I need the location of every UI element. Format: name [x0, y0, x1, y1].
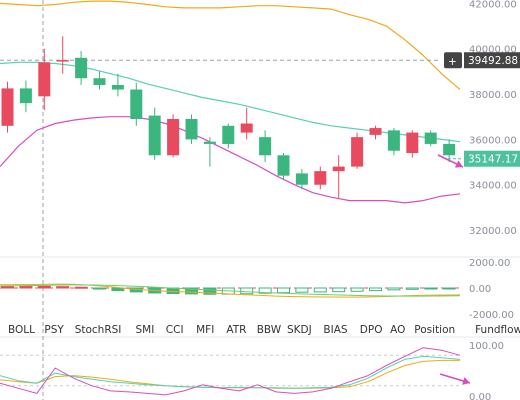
indicator-tab-psy[interactable]: PSY	[44, 324, 64, 336]
trend-arrow-kdj-head	[462, 377, 470, 385]
candle-body	[222, 125, 235, 144]
kdj-k-line	[0, 355, 461, 389]
candle-body	[1, 88, 14, 126]
kdj-y-tick-label: 100.00	[469, 341, 504, 352]
macd-histogram-bar	[56, 286, 70, 289]
macd-dea-line	[0, 284, 461, 297]
candle-body	[406, 132, 419, 153]
candle-body	[203, 141, 216, 144]
macd-histogram-bar	[1, 285, 14, 289]
crosshair-price-tag	[464, 52, 520, 69]
candle-body	[75, 57, 88, 79]
candle-body	[56, 60, 69, 62]
kdj-d-line	[0, 359, 460, 389]
candle-body	[369, 128, 382, 135]
candle-body	[130, 89, 143, 119]
add-alert-plus-icon[interactable]: +	[448, 56, 457, 68]
main-y-tick-label: 42000.00	[469, 0, 517, 10]
add-alert-button[interactable]	[444, 52, 462, 69]
crosshair-price-label: 39492.88	[468, 55, 518, 67]
main-y-tick-label: 38000.00	[469, 90, 517, 101]
indicator-tab-fundflow[interactable]: Fundflow	[475, 324, 520, 336]
candle-body	[351, 137, 364, 167]
macd-histogram-bar	[203, 287, 217, 295]
candle-body	[148, 115, 161, 156]
macd-y-tick-label: -2000.00	[469, 310, 514, 321]
indicator-tab-boll[interactable]: BOLL	[8, 324, 35, 336]
main-y-tick-label: 32000.00	[469, 226, 517, 237]
last-price-tag	[464, 150, 520, 167]
candle-body	[295, 173, 308, 185]
candle-body	[19, 88, 32, 104]
macd-histogram-bar	[258, 287, 272, 294]
macd-histogram-bar	[442, 287, 456, 290]
candle-body	[167, 119, 180, 156]
macd-histogram-bar	[313, 287, 327, 293]
macd-histogram-bar	[74, 286, 88, 289]
indicator-tab-bbw[interactable]: BBW	[257, 324, 282, 336]
macd-histogram-bar	[387, 287, 401, 291]
indicator-tab-position[interactable]: Position	[414, 324, 455, 336]
candle-body	[38, 62, 51, 97]
macd-histogram-bar	[93, 287, 106, 290]
indicator-tab-cci[interactable]: CCI	[166, 324, 184, 336]
macd-y-tick-label: 0.00	[469, 284, 491, 295]
main-y-tick-label: 40000.00	[469, 45, 517, 56]
candle-body	[240, 123, 253, 133]
kdj-j-line	[0, 347, 461, 396]
macd-histogram-bar	[350, 287, 364, 292]
indicator-tab-atr[interactable]: ATR	[226, 324, 246, 336]
macd-histogram-bar	[185, 287, 198, 295]
indicator-tab-bias[interactable]: BIAS	[323, 324, 347, 336]
indicator-tab-skdj[interactable]: SKDJ	[287, 324, 312, 336]
main-y-tick-label: 36000.00	[469, 135, 517, 146]
candle-body	[314, 171, 327, 185]
trend-arrow-main-head	[454, 160, 463, 168]
indicator-tab-ao[interactable]: AO	[390, 324, 405, 336]
boll-lower-line	[0, 116, 461, 204]
macd-histogram-bar	[37, 285, 51, 289]
macd-histogram-bar	[240, 287, 254, 295]
candle-body	[443, 143, 456, 156]
macd-histogram-bar	[405, 287, 419, 290]
macd-histogram-bar	[295, 287, 309, 293]
candle-body	[387, 130, 400, 151]
macd-histogram-bar	[277, 287, 290, 294]
macd-histogram-bar	[424, 287, 438, 290]
candle-body	[185, 119, 198, 140]
candle-body	[111, 85, 124, 90]
kdj-y-tick-label: 0.00	[469, 392, 491, 400]
candle-body	[277, 155, 290, 176]
indicator-tab-stochrsi[interactable]: StochRSI	[75, 324, 122, 336]
candle-body	[259, 137, 272, 156]
candle-body	[93, 78, 106, 85]
macd-histogram-bar	[19, 285, 33, 289]
indicator-tab-smi[interactable]: SMI	[136, 324, 155, 336]
macd-histogram-bar	[332, 287, 346, 293]
boll-upper-line	[0, 0, 461, 90]
candle-body	[332, 166, 345, 172]
indicator-tab-dpo[interactable]: DPO	[360, 324, 383, 336]
last-price-label: 35147.17	[468, 154, 518, 166]
macd-histogram-bar	[369, 287, 382, 292]
main-y-tick-label: 34000.00	[469, 181, 517, 192]
macd-y-tick-label: 2000.00	[469, 258, 510, 269]
candle-body	[424, 132, 437, 144]
indicator-tab-mfi[interactable]: MFI	[196, 324, 214, 336]
